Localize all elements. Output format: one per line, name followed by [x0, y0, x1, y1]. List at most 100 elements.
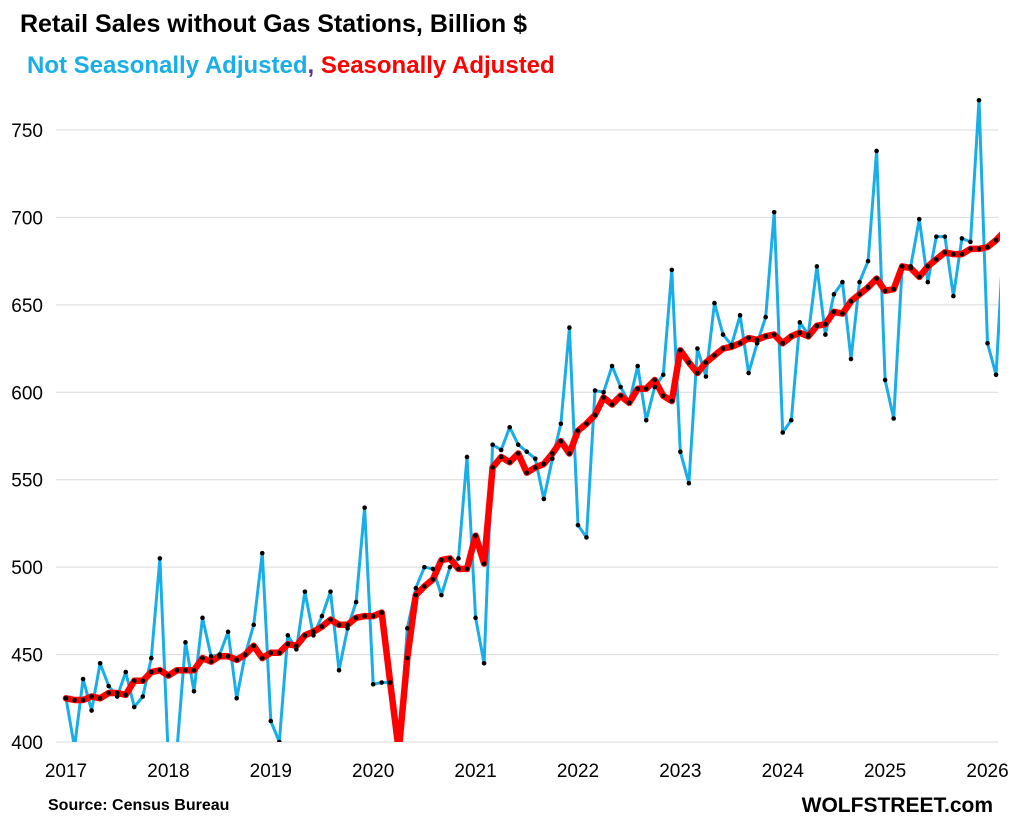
point-sa — [200, 655, 205, 661]
point-nsa — [951, 293, 956, 299]
point-nsa — [532, 456, 538, 462]
point-nsa — [720, 332, 726, 337]
point-nsa — [251, 622, 257, 628]
point-nsa — [550, 456, 555, 462]
point-sa — [362, 613, 367, 619]
point-sa — [951, 251, 956, 257]
point-sa — [942, 250, 948, 255]
point-sa — [806, 334, 811, 339]
point-nsa — [737, 313, 743, 318]
point-sa — [123, 692, 129, 698]
point-nsa — [874, 148, 879, 154]
point-sa — [515, 451, 521, 456]
point-nsa — [422, 564, 427, 570]
point-sa — [874, 276, 879, 281]
point-nsa — [584, 535, 589, 540]
point-sa — [669, 398, 675, 404]
y-tick-label: 750 — [11, 121, 43, 142]
point-nsa — [1002, 215, 1007, 220]
point-sa — [584, 421, 589, 427]
point-nsa — [157, 556, 163, 561]
point-sa — [908, 265, 914, 271]
point-sa — [174, 668, 180, 673]
point-nsa — [277, 739, 282, 742]
point-sa — [379, 610, 385, 615]
point-sa — [498, 454, 504, 460]
point-sa — [183, 668, 188, 673]
point-sa — [976, 246, 982, 252]
point-sa — [925, 264, 931, 269]
point-sa — [217, 654, 222, 659]
point-nsa — [686, 480, 692, 486]
point-sa — [652, 377, 658, 383]
point-nsa — [840, 279, 845, 285]
point-nsa — [763, 314, 768, 320]
point-nsa — [891, 416, 896, 421]
point-nsa — [208, 654, 214, 659]
point-sa — [149, 669, 154, 675]
point-nsa — [498, 447, 504, 453]
point-sa — [848, 299, 854, 304]
point-nsa — [515, 442, 521, 448]
point-nsa — [225, 629, 231, 635]
point-sa — [532, 465, 538, 470]
point-sa — [285, 641, 291, 647]
point-nsa — [601, 389, 606, 395]
point-sa — [720, 346, 726, 351]
point-nsa — [669, 267, 675, 273]
point-sa — [934, 257, 939, 262]
point-nsa — [294, 647, 299, 652]
point-nsa — [857, 279, 862, 285]
point-nsa — [191, 688, 197, 694]
point-sa — [686, 360, 692, 365]
point-nsa — [106, 683, 111, 689]
point-nsa — [524, 449, 530, 455]
y-tick-label: 700 — [11, 208, 43, 229]
x-tick-label: 2020 — [352, 761, 394, 782]
x-tick-label: 2023 — [659, 761, 701, 782]
point-sa — [439, 557, 444, 563]
point-sa — [635, 386, 640, 392]
point-sa — [191, 668, 197, 673]
point-sa — [840, 311, 845, 316]
point-sa — [507, 459, 512, 465]
point-sa — [754, 337, 760, 343]
grid — [56, 129, 998, 743]
point-nsa — [831, 292, 837, 297]
point-sa — [814, 323, 820, 329]
legend-nsa: Not Seasonally Adjusted — [27, 52, 308, 79]
point-sa — [370, 613, 376, 619]
point-nsa — [456, 556, 461, 561]
point-sa — [712, 353, 717, 358]
point-sa — [729, 344, 734, 350]
point-nsa — [200, 615, 205, 621]
point-nsa — [934, 234, 939, 239]
point-nsa — [814, 264, 820, 269]
point-nsa — [370, 681, 376, 687]
point-sa — [464, 566, 470, 572]
point-sa — [524, 470, 530, 476]
point-sa — [780, 341, 786, 346]
point-sa — [157, 668, 163, 673]
point-sa — [328, 617, 333, 622]
point-sa — [336, 622, 342, 628]
point-nsa — [72, 745, 77, 750]
point-sa — [97, 695, 103, 701]
point-sa — [865, 285, 871, 290]
y-tick-label: 400 — [11, 733, 43, 754]
y-axis: 400 450 500 550 600 650 700 750 — [11, 121, 43, 754]
point-sa — [72, 697, 77, 703]
point-nsa — [985, 341, 990, 346]
point-sa — [319, 624, 325, 629]
point-sa — [430, 577, 436, 582]
point-nsa — [149, 655, 154, 661]
x-tick-label: 2021 — [454, 761, 496, 782]
y-tick-label: 500 — [11, 558, 43, 579]
point-nsa — [567, 325, 572, 330]
point-sa — [695, 370, 700, 376]
x-axis: 2017 2018 2019 2020 2021 2022 2023 2024 2025 2026 — [45, 761, 1009, 782]
y-tick-label: 450 — [11, 646, 43, 667]
legend-sa: Seasonally Adjusted — [320, 52, 555, 79]
point-nsa — [123, 669, 129, 675]
